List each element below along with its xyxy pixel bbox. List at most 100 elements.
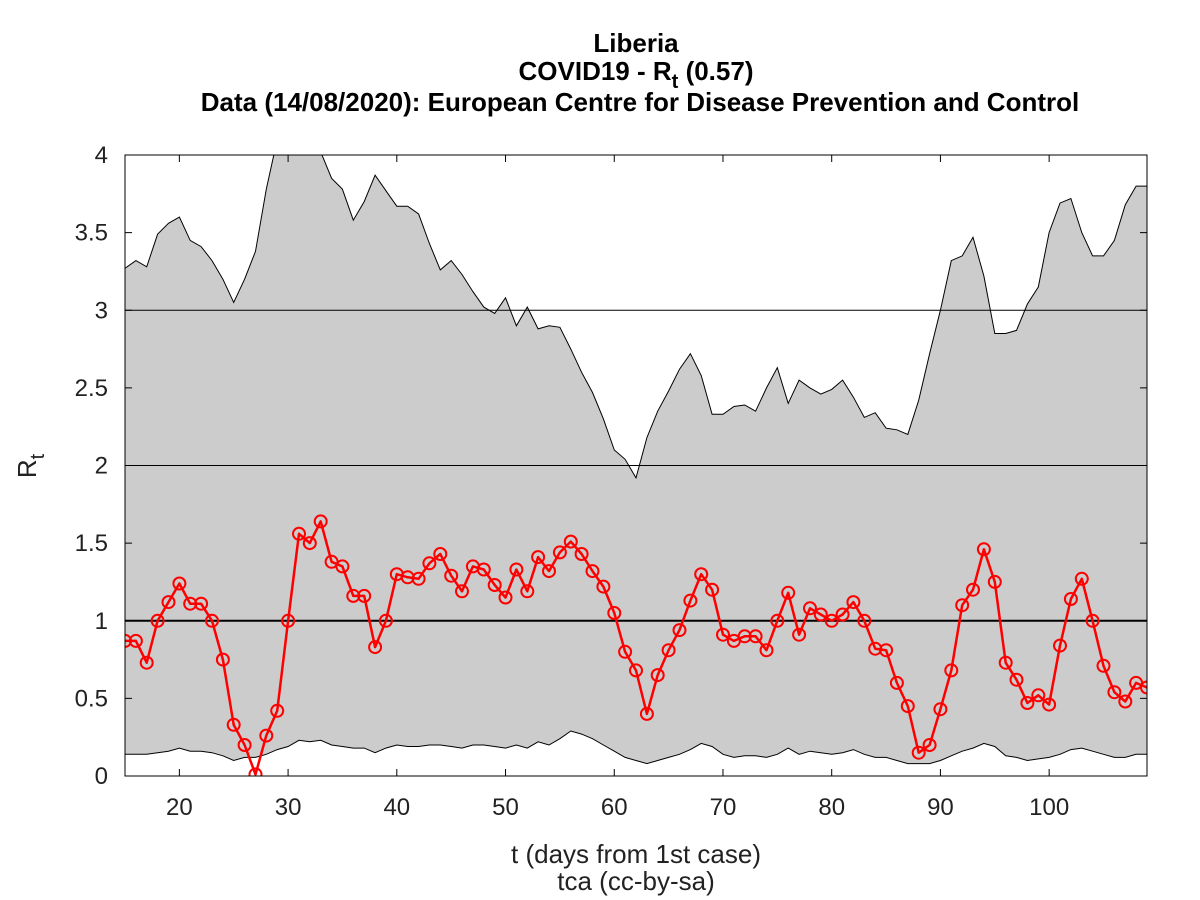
ci-lower-line [125, 730, 1147, 765]
y-tick-label: 1.5 [75, 530, 108, 557]
rt-point [966, 582, 980, 597]
rt-point [172, 576, 187, 591]
rt-point [933, 702, 948, 717]
rt-point [509, 562, 524, 577]
y-axis-ticks: 0 0.5 1 1.5 2 2.5 3 3.5 4 [75, 142, 1147, 790]
rt-point [998, 655, 1013, 670]
rt-point [889, 675, 904, 690]
rt-point [857, 613, 872, 628]
rt-point [302, 536, 317, 551]
rt-point [824, 613, 839, 628]
y-tick-label: 0 [95, 763, 108, 790]
rt-point [422, 556, 437, 571]
y-tick-label: 0.5 [75, 685, 108, 712]
rt-point [368, 640, 383, 655]
rt-point [125, 633, 132, 648]
rt-point [411, 571, 426, 586]
rt-point [346, 588, 361, 603]
ci-upper-line [125, 155, 1147, 480]
rt-point [1096, 658, 1111, 673]
rt-point [574, 547, 589, 561]
rt-point [607, 606, 622, 620]
rt-point [270, 703, 285, 718]
rt-series-layer [125, 514, 1147, 776]
y-tick-label: 4 [95, 142, 108, 169]
rt-point [781, 585, 796, 600]
rt-point [1020, 696, 1035, 710]
x-tick-label: 70 [710, 794, 737, 821]
x-tick-label: 50 [492, 794, 519, 821]
rt-point [976, 542, 991, 557]
x-tick-label: 80 [818, 794, 845, 821]
rt-point [1140, 680, 1147, 695]
rt-point [1118, 694, 1133, 709]
rt-point [237, 738, 252, 752]
y-tick-label: 3 [95, 297, 108, 324]
rt-point [476, 562, 491, 577]
rt-point [792, 627, 807, 642]
rt-point [1063, 592, 1078, 606]
rt-point [650, 668, 665, 683]
rt-point [1107, 685, 1122, 700]
rt-point [944, 663, 959, 678]
rt-point [803, 601, 817, 616]
rt-point [444, 568, 459, 583]
rt-point [183, 596, 198, 611]
rt-point [955, 598, 970, 613]
rt-point [455, 584, 469, 599]
rt-point [139, 655, 154, 670]
rt-point [1042, 697, 1057, 712]
rt-point [563, 534, 578, 549]
rt-point [259, 728, 274, 743]
confidence-band [125, 155, 1147, 764]
rt-point [770, 613, 785, 628]
rt-point [378, 613, 393, 628]
rt-point [705, 582, 720, 597]
x-tick-label: 90 [927, 794, 954, 821]
chart-subtitle: COVID19 - Rt (0.57) [519, 56, 754, 93]
y-tick-label: 3.5 [75, 220, 108, 247]
rt-point [922, 738, 937, 752]
rt-point [585, 564, 600, 579]
rt-point [987, 574, 1002, 589]
rt-point [292, 526, 306, 541]
rt-point [433, 547, 448, 561]
x-tick-label: 100 [1029, 794, 1069, 821]
rt-point [748, 629, 763, 644]
rt-point [487, 578, 502, 592]
rt-point [694, 567, 709, 582]
rt-point [498, 590, 513, 605]
rt-point [639, 706, 654, 721]
rt-point [1009, 672, 1024, 687]
rt-point [128, 633, 143, 648]
x-tick-label: 60 [601, 794, 628, 821]
rt-point [618, 644, 633, 659]
rt-point [629, 663, 643, 678]
rt-point [813, 607, 828, 622]
rt-point [520, 584, 535, 599]
y-tick-label: 2.5 [75, 375, 108, 402]
x-tick-label: 40 [383, 794, 410, 821]
rt-point [1085, 613, 1100, 628]
rt-point [911, 745, 926, 760]
y-tick-label: 2 [95, 453, 108, 480]
rt-point [759, 643, 774, 658]
x-axis-label: t (days from 1st case) [511, 839, 761, 869]
footer-credit: tca (cc-by-sa) [557, 866, 714, 896]
rt-point [1074, 571, 1089, 586]
chart-title: Liberia [593, 28, 679, 58]
rt-point [313, 514, 328, 529]
confidence-band-layer [125, 155, 1147, 765]
rt-point [1053, 638, 1067, 653]
rt-point [661, 643, 676, 658]
reference-lines [125, 309, 1147, 622]
chart-source-line: Data (14/08/2020): European Centre for D… [201, 87, 1079, 117]
rt-point [281, 613, 296, 628]
x-tick-label: 30 [275, 794, 302, 821]
rt-point [150, 613, 165, 628]
rt-point [846, 595, 861, 610]
rt-point [248, 767, 263, 776]
rt-point [900, 699, 915, 714]
x-axis-ticks: 20 30 40 50 60 70 80 90 100 [166, 155, 1069, 821]
